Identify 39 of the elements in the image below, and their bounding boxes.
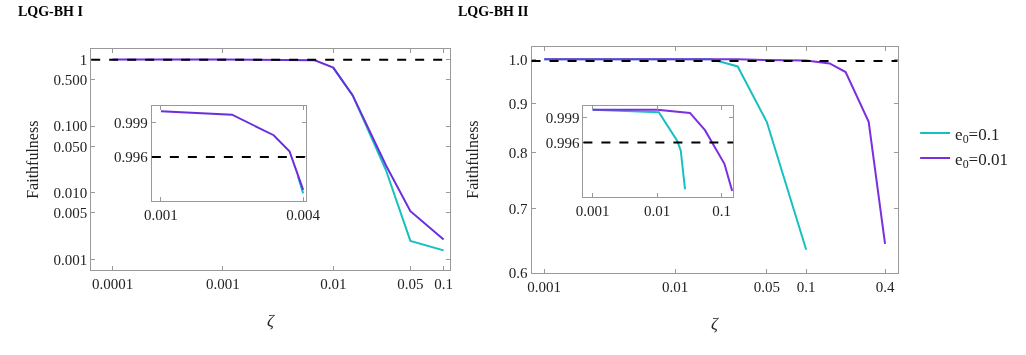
chart-title: LQG-BH I xyxy=(18,4,83,19)
y-tick-label: 0.999 xyxy=(114,114,148,131)
x-axis-title: ζ xyxy=(267,311,275,330)
x-tick-label: 0.4 xyxy=(875,278,895,295)
x-tick-label: 0.001 xyxy=(527,278,562,295)
y-tick-label: 0.001 xyxy=(53,251,88,268)
y-tick-label: 1 xyxy=(79,51,88,68)
x-tick-label: 0.05 xyxy=(397,275,424,292)
y-tick-label: 0.005 xyxy=(53,205,88,222)
legend-label: e$_{0}$=0.1 xyxy=(955,124,1000,147)
y-tick-label: 0.9 xyxy=(508,95,528,112)
x-tick-label: 0.1 xyxy=(796,278,816,295)
x-tick-label: 0.01 xyxy=(662,278,689,295)
y-tick-label: 0.6 xyxy=(508,264,529,281)
y-tick-label: 0.996 xyxy=(114,149,149,166)
y-tick-label: 0.050 xyxy=(53,138,88,155)
x-tick-label: 0.05 xyxy=(753,278,780,295)
y-axis-title: Faithfulness xyxy=(24,120,42,199)
y-tick-label: 0.010 xyxy=(53,185,88,202)
x-tick-label: 0.1 xyxy=(712,203,732,220)
chart-title: LQG-BH II xyxy=(458,4,529,19)
x-tick-label: 0.01 xyxy=(320,275,347,292)
y-tick-label: 0.8 xyxy=(508,144,528,161)
y-axis-title: Faithfulness xyxy=(464,120,481,199)
x-tick-label: 0.1 xyxy=(434,275,453,292)
x-tick-label: 0.001 xyxy=(206,275,240,292)
y-tick-label: 0.7 xyxy=(508,200,529,217)
legend-label: e$_{0}$=0.01 xyxy=(955,149,1008,172)
x-tick-label: 0.001 xyxy=(575,203,610,220)
x-tick-label: 0.004 xyxy=(286,207,321,224)
y-tick-label: 0.999 xyxy=(545,110,580,127)
x-tick-label: 0.001 xyxy=(144,207,178,224)
x-tick-label: 0.01 xyxy=(644,203,671,220)
y-tick-label: 1.0 xyxy=(508,51,528,68)
x-axis-title: ζ xyxy=(711,314,719,333)
x-tick-label: 0.0001 xyxy=(91,275,134,292)
y-tick-label: 0.996 xyxy=(545,134,580,151)
y-tick-label: 0.100 xyxy=(53,118,88,135)
y-tick-label: 0.500 xyxy=(53,71,88,88)
